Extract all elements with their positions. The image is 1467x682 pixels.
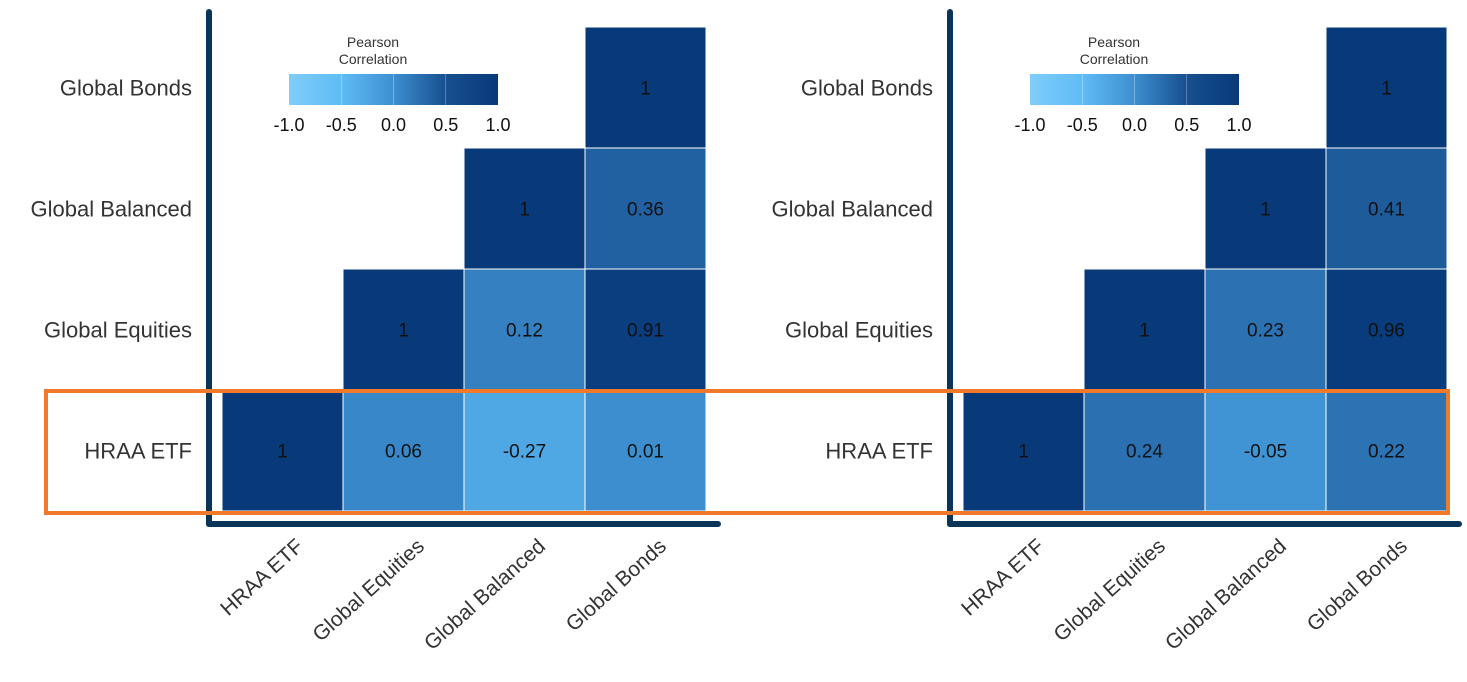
colorbar-tick-label: 0.5 — [433, 115, 458, 135]
heatmap-cell — [342, 389, 465, 512]
heatmap-cell — [1204, 389, 1327, 512]
cell-value-label: 0.12 — [506, 321, 543, 342]
colorbar-tick-label: 1.0 — [1226, 115, 1251, 135]
column-label: Global Balanced — [1161, 535, 1291, 655]
colorbar-title-line2: Correlation — [1080, 51, 1148, 67]
heatmap-panel-2: 1 1 0.41 1 0.23 0.96 1 0.24 -0.05 0.22 Global Bond… — [772, 9, 1462, 655]
colorbar-tick-label: -1.0 — [273, 115, 304, 135]
row-label: Global Equities — [44, 318, 192, 343]
colorbar-tick-label: 0.5 — [1174, 115, 1199, 135]
cell-value-label: 0.06 — [385, 442, 422, 463]
cell-value-label: 0.01 — [627, 442, 664, 463]
cell-value-label: -0.05 — [1244, 442, 1287, 463]
cell-value-label: 1 — [1018, 442, 1029, 463]
column-label: Global Equities — [1049, 535, 1169, 647]
heatmap-cell — [1325, 26, 1448, 149]
colorbar-tick-label: -0.5 — [326, 115, 357, 135]
heatmap-cell — [1325, 389, 1448, 512]
row-label: HRAA ETF — [825, 439, 933, 464]
cell-value-label: 0.41 — [1368, 200, 1405, 221]
heatmap-cell — [584, 268, 707, 391]
heatmap-cell — [1204, 147, 1327, 270]
heatmap-cell — [584, 26, 707, 149]
heatmap-cell — [463, 147, 586, 270]
row-label: HRAA ETF — [84, 439, 192, 464]
cell-value-label: 0.24 — [1126, 442, 1163, 463]
column-label: Global Balanced — [420, 535, 550, 655]
colorbar-tick-label: 0.0 — [381, 115, 406, 135]
heatmap-cell — [1325, 268, 1448, 391]
row-label: Global Equities — [785, 318, 933, 343]
heatmap-cell — [1325, 147, 1448, 270]
heatmap-cell — [1083, 389, 1206, 512]
heatmap-cell — [463, 268, 586, 391]
colorbar-title-line1: Pearson — [1088, 34, 1140, 50]
cell-value-label: -0.27 — [503, 442, 546, 463]
heatmap-cell — [1204, 268, 1327, 391]
row-label: Global Balanced — [31, 197, 192, 222]
cell-value-label: 1 — [1381, 79, 1392, 100]
colorbar-tick-label: 0.0 — [1122, 115, 1147, 135]
cell-value-label: 1 — [1139, 321, 1150, 342]
cell-value-label: 0.91 — [627, 321, 664, 342]
heatmap-cell — [962, 389, 1085, 512]
colorbar-tick-label: -1.0 — [1014, 115, 1045, 135]
cell-value-label: 1 — [640, 79, 651, 100]
cell-value-label: 0.23 — [1247, 321, 1284, 342]
colorbar-tick-label: 1.0 — [485, 115, 510, 135]
row-label: Global Bonds — [801, 76, 933, 101]
cell-value-label: 0.22 — [1368, 442, 1405, 463]
heatmap-cell — [342, 268, 465, 391]
hraa-etf-highlight-box — [44, 389, 1450, 515]
heatmap-cell — [584, 389, 707, 512]
colorbar-tick-label: -0.5 — [1067, 115, 1098, 135]
column-label: Global Bonds — [1303, 535, 1412, 636]
cell-value-label: 1 — [519, 200, 530, 221]
row-label: Global Bonds — [60, 76, 192, 101]
row-label: Global Balanced — [772, 197, 933, 222]
cell-value-label: 1 — [277, 442, 288, 463]
heatmap-cell — [584, 147, 707, 270]
colorbar-title-line2: Correlation — [339, 51, 407, 67]
cell-value-label: 1 — [398, 321, 409, 342]
heatmap-cell — [1083, 268, 1206, 391]
column-label: Global Equities — [308, 535, 428, 647]
cell-value-label: 0.96 — [1368, 321, 1405, 342]
cell-value-label: 0.36 — [627, 200, 664, 221]
cell-value-label: 1 — [1260, 200, 1271, 221]
column-label: Global Bonds — [562, 535, 671, 636]
heatmap-panel-1: 1 1 0.36 1 0.12 0.91 1 0.06 -0.27 0.01 Global Bond… — [31, 9, 721, 655]
colorbar-title-line1: Pearson — [347, 34, 399, 50]
column-label: HRAA ETF — [957, 535, 1049, 621]
column-label: HRAA ETF — [216, 535, 308, 621]
